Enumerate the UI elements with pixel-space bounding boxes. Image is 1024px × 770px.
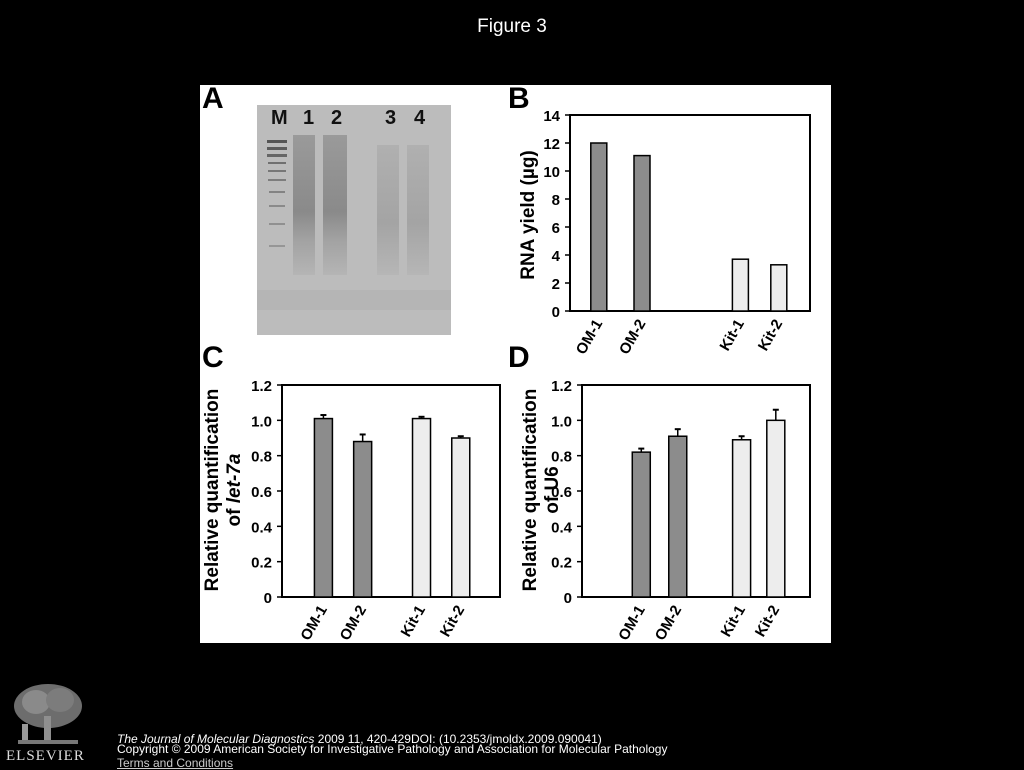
figure-title: Figure 3: [477, 16, 547, 37]
x-tick-label: OM-2: [337, 603, 370, 644]
lane-label-m: M: [271, 107, 288, 129]
lane-label-3: 3: [385, 107, 397, 129]
y-tick-label: 0: [552, 304, 560, 321]
y-tick-label: 1.2: [551, 378, 572, 395]
x-tick-label: OM-1: [573, 317, 606, 358]
y-tick-label: 12: [543, 136, 560, 153]
bar-kit-2: [766, 419, 786, 598]
bar-kit-2: [770, 264, 788, 312]
panel-label-c: C: [202, 341, 224, 374]
bar-om-1: [590, 142, 608, 312]
y-tick-label: 0.4: [251, 519, 273, 536]
y-tick-label: 14: [543, 110, 560, 125]
bar-om-2: [668, 435, 688, 598]
bar-kit-1: [411, 417, 432, 598]
y-tick-label: 8: [552, 192, 560, 209]
publisher-wordmark: ELSEVIER: [6, 748, 85, 764]
gel-bands: [257, 105, 451, 335]
figure-panel: A B C D: [200, 82, 831, 644]
gel-image: M 1 2 3 4: [257, 105, 451, 335]
lane-label-1: 1: [303, 107, 315, 129]
x-tick-label: Kit-1: [398, 603, 429, 640]
y-tick-label: 2: [552, 276, 560, 293]
y-tick-label: 0.6: [551, 484, 572, 501]
y-axis-label-line1: Relative quantification: [520, 389, 541, 592]
x-tick-label: OM-1: [615, 603, 648, 644]
x-tick-label: Kit-2: [752, 603, 783, 640]
journal-name: The Journal of Molecular Diagnostics: [117, 732, 315, 746]
bar-om-2: [352, 440, 373, 598]
panel-label-b: B: [508, 82, 530, 115]
marker-ladder: [267, 140, 287, 247]
y-tick-label: 0.8: [551, 449, 572, 466]
y-tick-label: 6: [552, 220, 560, 237]
bar-kit-1: [731, 258, 750, 312]
lane-2-smear: [323, 135, 347, 275]
x-tick-label: Kit-2: [755, 317, 786, 354]
citation-details: 2009 11, 420-429DOI: (10.2353/jmoldx.200…: [314, 732, 602, 746]
bar-om-1: [631, 451, 652, 598]
x-tick-label: Kit-1: [716, 317, 747, 354]
y-tick-label: 1.0: [551, 413, 572, 430]
y-tick-label: 0.6: [251, 484, 272, 501]
lane-1-smear: [293, 135, 315, 275]
x-tick-label: Kit-1: [718, 603, 749, 640]
lane-4-smear: [407, 145, 429, 275]
y-tick-label: 0: [264, 590, 272, 607]
x-tick-label: OM-1: [297, 603, 330, 644]
lane-3-smear: [377, 145, 399, 275]
y-tick-label: 10: [543, 164, 560, 181]
copyright-notice: Copyright © 2009 American Society for In…: [117, 742, 668, 756]
lane-label-4: 4: [414, 107, 426, 129]
panel-label-d: D: [508, 341, 530, 374]
journal-citation: The Journal of Molecular Diagnostics 200…: [117, 732, 602, 746]
chart-panel-c: 0 0.2 0.4 0.6 0.8 1.0 1.2 OM-1 OM-2 Kit-1 Kit-2 Rel…: [202, 378, 501, 644]
y-axis-label-line2: of let-7a: [224, 453, 245, 526]
y-tick-label: 4: [552, 248, 561, 265]
y-tick-label: 0.4: [551, 519, 573, 536]
y-tick-label: 1.0: [251, 413, 272, 430]
y-tick-label: 0.2: [551, 555, 572, 572]
bar-om-2: [633, 154, 651, 312]
lane-label-2: 2: [331, 107, 343, 129]
x-tick-label: Kit-2: [437, 603, 468, 640]
y-axis-label: RNA yield (µg): [518, 150, 539, 280]
y-tick-label: 0.2: [251, 555, 272, 572]
plot-frame: [569, 114, 811, 312]
bar-kit-2: [451, 437, 471, 598]
y-axis-label-line1: Relative quantification: [202, 389, 223, 592]
x-tick-label: OM-2: [652, 603, 685, 644]
terms-link[interactable]: Terms and Conditions: [117, 756, 234, 770]
bar-kit-1: [731, 439, 752, 598]
bar-om-1: [313, 417, 334, 598]
y-tick-label: 1.2: [251, 378, 272, 395]
chart-panel-d: 0 0.2 0.4 0.6 0.8 1.0 1.2 OM-1 OM-2 Kit-1 Kit-2 Rel…: [520, 378, 811, 644]
chart-panel-b: 0 2 4 6 8 10 12 14 OM-1 OM-2 Kit-1 Kit-2 RNA yield (…: [518, 110, 811, 358]
panel-label-a: A: [202, 82, 224, 115]
elsevier-tree-logo: [8, 680, 88, 764]
y-tick-label: 0.8: [251, 449, 272, 466]
y-tick-label: 0: [564, 590, 572, 607]
x-tick-label: OM-2: [616, 317, 649, 358]
y-axis-label-line2: of U6: [542, 466, 563, 514]
